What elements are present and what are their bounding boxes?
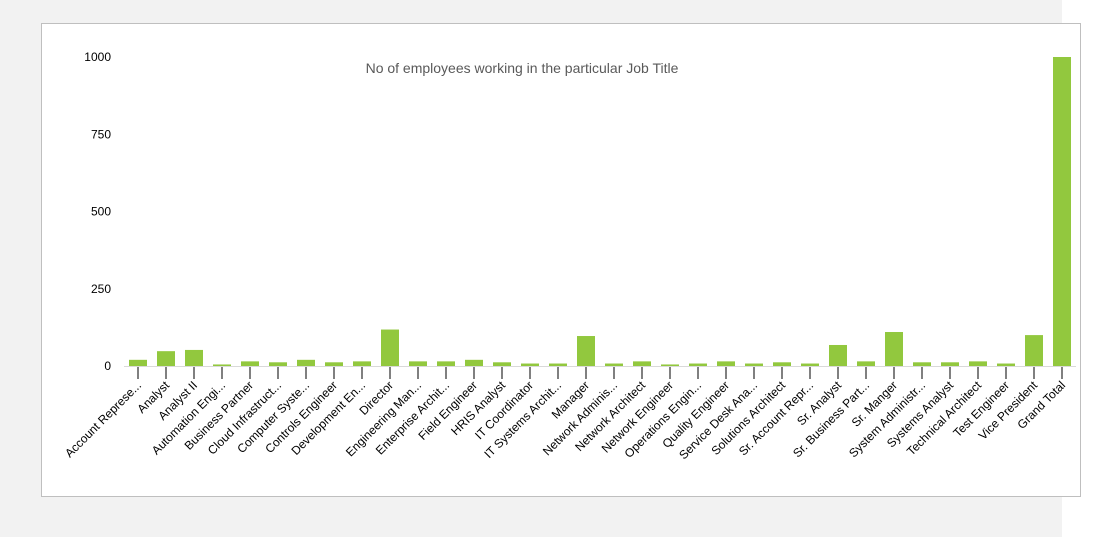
bar [801,363,819,366]
bar [241,361,259,366]
y-tick-label: 250 [91,282,111,296]
bars-group [129,57,1071,366]
y-tick-label: 500 [91,205,111,219]
y-tick-label: 750 [91,127,111,141]
bar [997,363,1015,366]
bar [577,336,595,366]
bar [605,363,623,366]
bar [465,359,483,366]
bar [521,363,539,366]
bar [129,359,147,366]
bar [633,361,651,366]
bar [745,363,763,366]
bar [185,349,203,366]
y-tick-label: 0 [104,359,111,373]
x-axis-ticks [137,367,1063,379]
bar [969,361,987,366]
chart-area [41,23,1081,497]
y-axis-ticks: 0 250 500 750 1000 [84,50,111,373]
bar [381,329,399,366]
bar [829,344,847,366]
bar [689,363,707,366]
bar [549,363,567,366]
bar [717,361,735,366]
bar [857,361,875,366]
bar [493,362,511,366]
bar [409,361,427,366]
bar [353,361,371,366]
bar [1025,335,1043,366]
bar [213,364,231,366]
bar [913,362,931,366]
bar [941,362,959,366]
bar [773,362,791,366]
bar [325,362,343,366]
category-label: Account Represe... [62,378,144,460]
y-tick-label: 1000 [84,50,111,64]
bar [437,361,455,366]
bar [661,364,679,366]
bar [885,332,903,366]
bar [1053,57,1071,366]
bar [269,362,287,366]
chart-title: No of employees working in the particula… [366,60,679,76]
bar [157,351,175,366]
bar [297,359,315,366]
